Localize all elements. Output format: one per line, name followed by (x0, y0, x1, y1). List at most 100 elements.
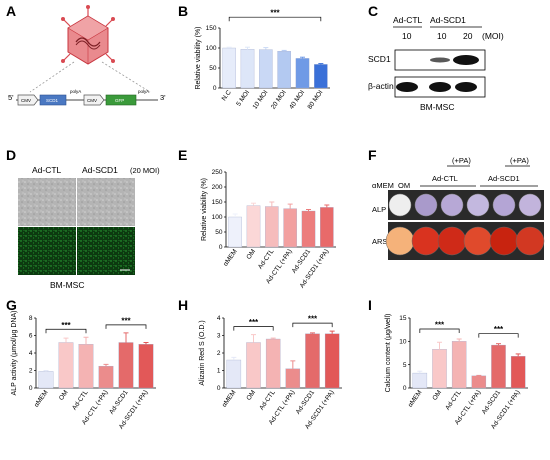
x-tick-label: 5 MOI (235, 89, 251, 108)
x-tick-label: αMEM (221, 389, 238, 409)
bar-5 (491, 344, 506, 389)
panel-label-g: G (6, 297, 17, 313)
well-ars-5 (489, 226, 519, 256)
x-tick-label: Ad-CTL (258, 389, 277, 412)
well-alp-4 (466, 193, 490, 217)
significance-bracket (45, 328, 87, 334)
x-tick-label: OM (431, 389, 443, 402)
y-tick-label: 0 (29, 385, 33, 392)
x-tick-label: αMEM (33, 389, 50, 409)
three-prime-label: 3' (160, 93, 166, 102)
bar-1 (228, 216, 242, 248)
plate-alp (388, 190, 544, 220)
gfp-gene-box (105, 94, 137, 106)
col-label-om: OM (398, 181, 410, 190)
header-ad-scd1: Ad-SCD1 (430, 15, 466, 25)
bar-5 (118, 342, 134, 389)
y-tick-label: 0 (403, 385, 407, 392)
x-tick-label: 20 MOI (270, 89, 288, 111)
bar-3 (265, 206, 279, 248)
chart-e: 0 50 100 150 200 250 Relative viability (%) αME… (201, 169, 336, 289)
bar-2 (432, 349, 447, 389)
bar-6 (314, 64, 328, 89)
bar-4 (471, 375, 487, 389)
significance-bracket (478, 333, 519, 338)
row-label-scd1: SCD1 (368, 54, 391, 64)
bar-4 (98, 365, 114, 389)
cmv-promoter-1 (17, 94, 39, 106)
x-tick-label: OM (245, 389, 257, 402)
y-tick-label: 5 (403, 362, 407, 369)
moi-value-2: 10 (437, 31, 447, 41)
x-tick-label: Ad-SCD1 (295, 389, 317, 416)
x-tick-label: OM (245, 248, 257, 261)
significance-label: *** (121, 316, 131, 325)
scd1-gene-box (39, 94, 67, 106)
x-tick-label: Ad-CTL (71, 389, 90, 412)
y-tick-label: 150 (212, 199, 223, 206)
significance-label: *** (270, 9, 280, 18)
bar-1 (222, 47, 236, 89)
y-tick-label: 2 (217, 350, 221, 357)
significance-label: *** (435, 321, 445, 330)
well-ars-1 (385, 226, 415, 256)
col-label-ad-scd1-f: Ad-SCD1 (488, 174, 520, 183)
bar-3 (259, 49, 273, 89)
bar-2 (58, 342, 74, 389)
bar-2 (246, 342, 261, 389)
y-tick-label: 15 (399, 315, 407, 322)
well-ars-2 (411, 226, 441, 256)
panel-label-d: D (6, 147, 16, 163)
well-alp-2 (414, 193, 438, 217)
bar-5 (295, 58, 310, 89)
significance-label: *** (61, 321, 71, 330)
col-label-ad-ctl-f: Ad-CTL (432, 174, 458, 183)
x-tick-label: Ad-CTL (444, 389, 463, 412)
y-tick-label: 50 (215, 229, 223, 236)
panel-c-western-blot: Ad-CTL Ad-SCD1 10 10 20 (MOI) SCD1 β-act… (368, 15, 504, 112)
panel-label-b: B (178, 3, 188, 19)
y-tick-label: 4 (217, 315, 221, 322)
panel-label-c: C (368, 3, 378, 19)
chart-h: 0 1 2 3 4 Alizarin Red S (O.D.) αMEM OM Ad-CTL Ad… (199, 315, 342, 430)
bar-4 (283, 208, 297, 248)
y-axis-label: Relative viability (%) (195, 26, 202, 89)
panel-a-construct: 5' 3' CMV SCD1 polyA CMV GFP polyA (8, 5, 166, 106)
row-label-beta-actin: β-actin (368, 81, 394, 91)
y-tick-label: 3 (217, 333, 221, 340)
bar-4 (285, 368, 301, 389)
x-tick-label: Ad-SCD1 (481, 389, 503, 416)
y-tick-label: 0 (219, 244, 223, 251)
bar-6 (320, 207, 334, 248)
panel-c-caption: BM-MSC (420, 102, 454, 112)
row-label-alp: ALP (372, 205, 386, 214)
significance-label: *** (308, 315, 318, 324)
chart-b: 0 50 100 150 Relative viability (%) N.C 5 MOI 1… (195, 9, 330, 111)
panel-label-i: I (368, 297, 372, 313)
panel-label-a: A (6, 3, 16, 19)
bar-1 (38, 371, 54, 389)
significance-label: *** (249, 318, 259, 327)
well-alp-5 (492, 193, 516, 217)
bar-5 (305, 333, 320, 389)
x-tick-label: Ad-SCD1 (108, 389, 130, 416)
significance-bracket (292, 322, 333, 328)
significance-bracket (105, 324, 147, 329)
panel-label-h: H (178, 297, 188, 313)
y-tick-label: 200 (212, 184, 223, 191)
moi-unit: (MOI) (482, 31, 504, 41)
well-alp-1 (388, 193, 412, 217)
image-ad-scd1-gfp (77, 227, 135, 275)
bar-1 (412, 372, 428, 389)
y-tick-label: 0 (217, 385, 221, 392)
bar-1 (226, 359, 242, 389)
cmv-promoter-2 (83, 94, 105, 106)
panel-d-microscopy: Ad-CTL Ad-SCD1 (20 MOI) BM-MSC (18, 165, 160, 290)
y-tick-label: 50 (209, 65, 217, 72)
x-tick-label: 10 MOI (252, 89, 270, 111)
col-label-ad-ctl: Ad-CTL (32, 165, 62, 175)
image-ad-ctl-gfp (18, 227, 76, 275)
y-tick-label: 150 (206, 25, 217, 32)
plus-pa-label-2: (+PA) (510, 156, 529, 165)
